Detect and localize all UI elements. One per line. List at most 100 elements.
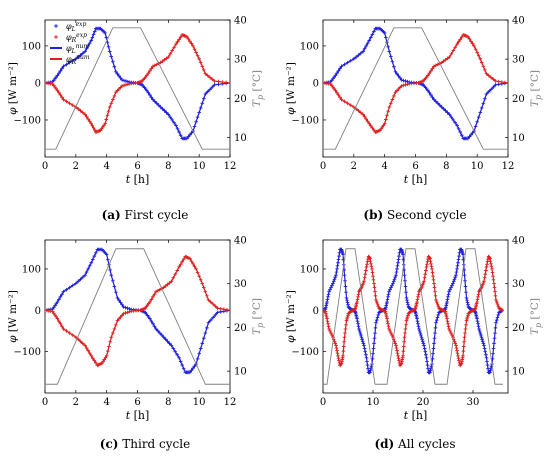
data-point — [108, 268, 112, 272]
data-point — [78, 339, 83, 344]
x-tick-label: 8 — [443, 161, 449, 172]
data-point — [178, 35, 183, 39]
data-point — [365, 262, 369, 267]
data-point — [83, 273, 87, 277]
data-point — [391, 279, 396, 284]
data-point — [122, 78, 126, 83]
data-point — [362, 279, 366, 284]
data-point — [449, 331, 453, 335]
data-point — [106, 257, 110, 262]
data-point — [343, 279, 347, 283]
data-point — [372, 29, 376, 34]
data-point — [462, 335, 467, 339]
data-point — [365, 259, 370, 264]
data-point — [399, 78, 404, 82]
data-point — [171, 275, 176, 280]
data-point — [342, 62, 347, 67]
data-point — [61, 327, 66, 331]
data-point — [178, 262, 183, 267]
data-point — [106, 45, 111, 49]
data-point — [203, 71, 208, 76]
data-point — [336, 356, 341, 360]
x-tick-label: 6 — [134, 161, 140, 172]
data-point — [389, 331, 393, 335]
data-point — [469, 39, 473, 44]
data-point — [398, 76, 402, 80]
data-point — [419, 335, 424, 339]
data-point — [344, 318, 349, 323]
data-point — [371, 346, 376, 351]
data-point — [206, 298, 211, 302]
y2-axis-label: Tp [°C] — [529, 70, 543, 107]
data-point — [118, 300, 123, 305]
data-point — [171, 346, 176, 351]
x-tick-label: 2 — [73, 397, 79, 408]
data-point — [90, 35, 95, 40]
data-point — [392, 64, 396, 69]
data-point — [149, 297, 154, 302]
data-point — [163, 284, 168, 288]
data-point — [343, 284, 348, 289]
data-point — [385, 300, 389, 304]
data-point — [424, 265, 429, 269]
data-point — [494, 300, 499, 304]
data-point — [103, 31, 107, 35]
series-markers-R — [323, 254, 384, 368]
data-point — [431, 274, 435, 278]
data-point — [491, 351, 495, 356]
data-point — [476, 53, 481, 58]
data-point — [109, 101, 114, 106]
x-tick-label: 4 — [103, 161, 109, 172]
data-point — [376, 304, 381, 308]
data-point — [125, 310, 130, 315]
data-point — [84, 270, 89, 274]
data-point — [416, 324, 421, 329]
data-point — [169, 343, 174, 348]
data-point — [456, 353, 460, 358]
data-point — [112, 94, 117, 98]
data-point — [108, 340, 112, 344]
data-point — [170, 118, 174, 122]
data-point — [405, 300, 410, 305]
data-point — [118, 76, 123, 80]
data-point — [172, 45, 176, 50]
data-point — [372, 128, 376, 132]
data-point — [434, 300, 439, 304]
data-point — [451, 281, 455, 286]
data-point — [485, 359, 489, 364]
data-point — [401, 78, 406, 83]
y-tick-label: 100 — [22, 41, 41, 52]
data-point — [384, 35, 388, 40]
data-point — [335, 348, 339, 353]
data-point — [341, 252, 345, 257]
data-point — [493, 326, 498, 330]
data-point — [364, 356, 369, 360]
data-point — [208, 300, 213, 304]
data-point — [446, 321, 450, 326]
data-point — [336, 260, 340, 265]
data-point — [485, 363, 490, 367]
data-point — [405, 82, 410, 87]
y2-tick-label: 30 — [234, 279, 247, 290]
data-point — [112, 64, 117, 69]
data-point — [449, 285, 453, 290]
data-point — [356, 324, 361, 329]
data-point — [198, 60, 203, 65]
data-point — [367, 38, 372, 43]
data-point — [463, 331, 467, 335]
data-point — [326, 295, 330, 299]
data-point — [197, 351, 201, 356]
series-markers-R — [45, 33, 228, 134]
data-point — [433, 331, 437, 335]
data-point — [355, 300, 359, 304]
data-point — [200, 341, 205, 346]
data-point — [189, 41, 194, 46]
data-point — [448, 329, 452, 333]
data-point — [495, 315, 500, 320]
data-point — [427, 71, 432, 76]
data-point — [215, 306, 220, 311]
data-point — [363, 349, 368, 354]
data-point — [466, 313, 470, 318]
data-point — [465, 317, 469, 321]
